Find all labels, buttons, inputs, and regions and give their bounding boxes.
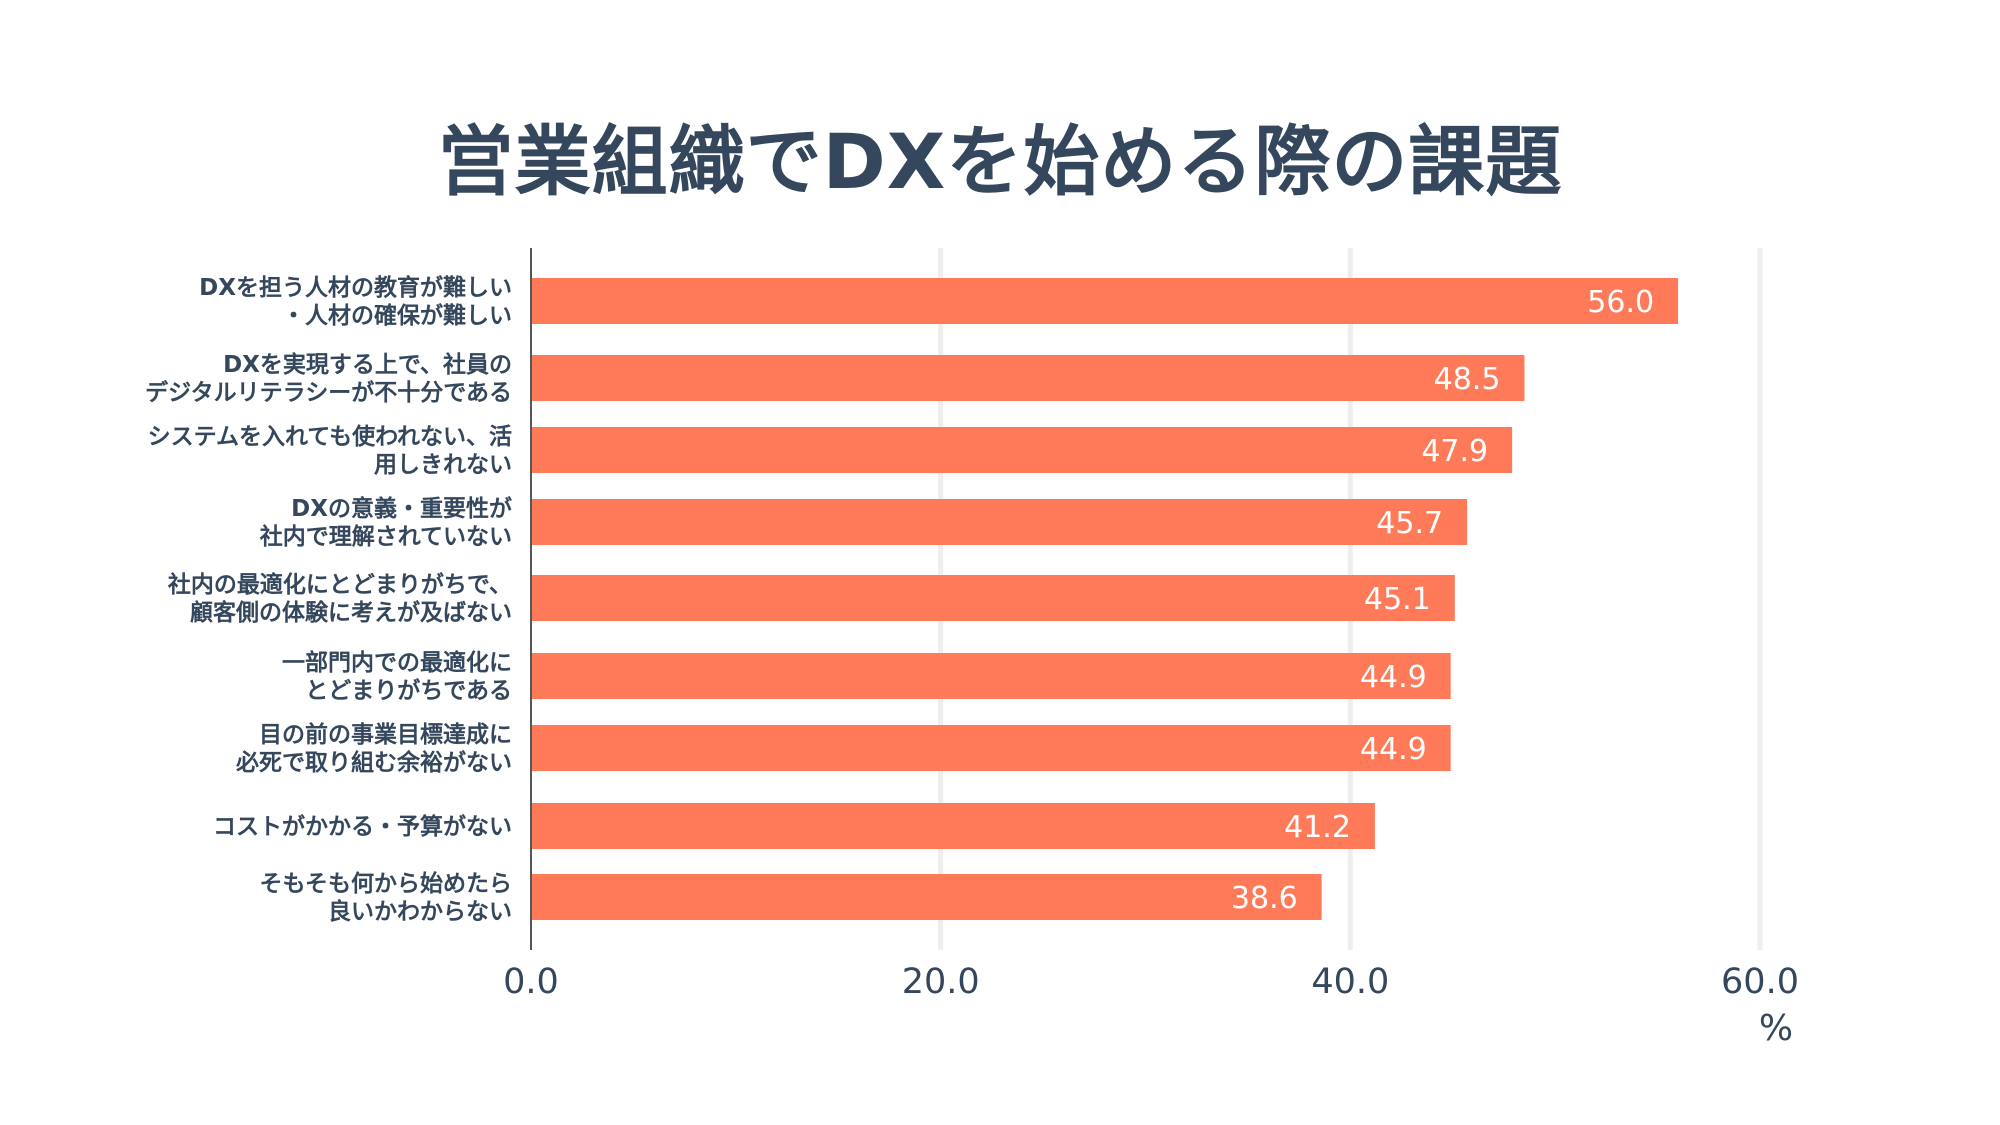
category-label: デジタルリテラシーが不十分である: [145, 379, 512, 406]
category-label: 目の前の事業目標達成に: [259, 721, 512, 748]
data-label: 47.9: [1421, 434, 1488, 469]
x-tick-label: 0.0: [503, 962, 559, 1002]
bar: [531, 355, 1525, 401]
x-tick-label: 60.0: [1721, 962, 1799, 1002]
bar: [531, 278, 1679, 324]
category-label: 良いかわからない: [328, 898, 512, 925]
category-label: 用しきれない: [374, 452, 512, 478]
category-label: DXの意義・重要性が: [291, 495, 512, 522]
data-label: 44.9: [1360, 660, 1427, 695]
bar: [531, 575, 1455, 621]
x-tick-label: 40.0: [1311, 962, 1389, 1002]
bar: [531, 725, 1451, 771]
bar: [531, 427, 1513, 473]
data-label: 41.2: [1284, 810, 1351, 845]
bar: [531, 653, 1451, 699]
category-label: そもそも何から始めたら: [259, 870, 512, 897]
category-label: ・人材の確保が難しい: [282, 302, 512, 329]
x-tick-label: 20.0: [902, 962, 980, 1002]
category-label: システムを入れても使われない、活: [148, 424, 512, 450]
category-label: 必死で取り組む余裕がない: [236, 749, 512, 776]
category-label: とどまりがちである: [305, 677, 512, 704]
data-label: 45.1: [1364, 582, 1431, 617]
data-label: 45.7: [1376, 506, 1443, 541]
data-label: 56.0: [1587, 285, 1654, 320]
bar: [531, 803, 1375, 849]
category-label: コストがかかる・予算がない: [213, 813, 512, 840]
data-label: 44.9: [1360, 732, 1427, 767]
category-label: 社内の最適化にとどまりがちで、: [168, 571, 512, 598]
bar: [531, 499, 1468, 545]
x-axis-unit-label: %: [1759, 1008, 1793, 1049]
data-label: 48.5: [1434, 362, 1501, 397]
category-label: DXを実現する上で、社員の: [223, 351, 512, 378]
bar: [531, 874, 1322, 920]
category-label: DXを担う人材の教育が難しい: [199, 274, 512, 301]
category-label: 一部門内での最適化に: [282, 649, 512, 676]
category-label: 社内で理解されていない: [260, 523, 512, 550]
category-label: 顧客側の体験に考えが及ばない: [190, 599, 512, 626]
chart-title: 営業組織でDXを始める際の課題: [437, 117, 1563, 206]
data-label: 38.6: [1231, 881, 1298, 916]
